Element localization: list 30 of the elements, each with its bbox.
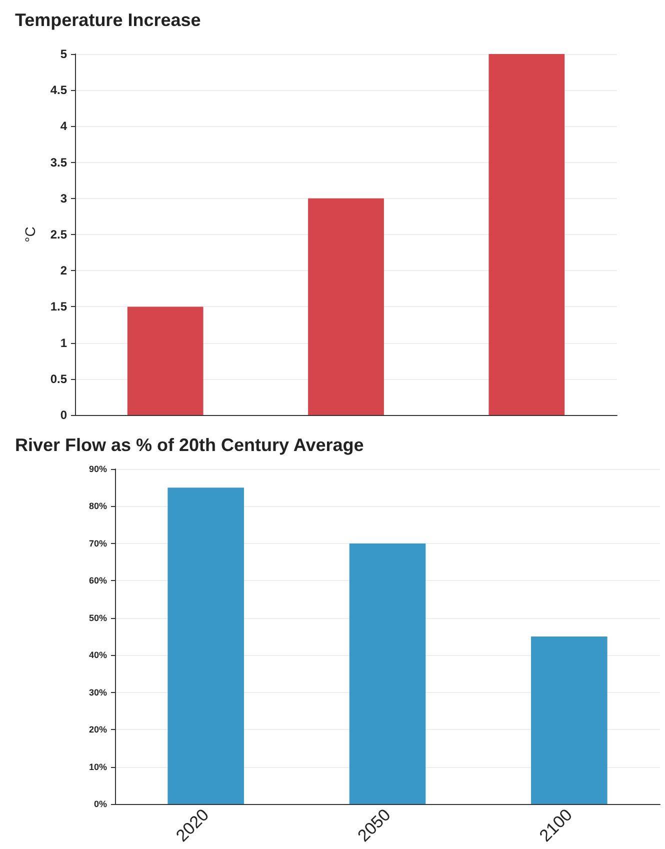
y-tick-label: 80% xyxy=(88,501,107,512)
y-tick-label: 3 xyxy=(60,191,68,206)
y-tick-label: 0 xyxy=(60,408,68,422)
y-tick-label: 1 xyxy=(60,336,68,350)
chart-title: Temperature Increase xyxy=(15,10,201,30)
y-tick-label: 5 xyxy=(60,47,68,61)
chart-title: River Flow as % of 20th Century Average xyxy=(15,435,364,455)
y-tick-label: 20% xyxy=(88,724,107,735)
y-tick-label: 4 xyxy=(60,119,68,134)
bar xyxy=(531,636,608,804)
y-tick-label: 60% xyxy=(88,576,107,586)
y-tick-label: 2.5 xyxy=(50,228,68,242)
y-tick-label: 2 xyxy=(60,264,68,278)
bar xyxy=(168,488,244,804)
y-tick-label: 0% xyxy=(94,799,107,809)
y-tick-label: 10% xyxy=(88,762,107,772)
y-tick-label: 30% xyxy=(88,687,107,698)
y-tick-label: 4.5 xyxy=(50,83,68,98)
y-tick-label: 90% xyxy=(88,464,107,474)
y-tick-label: 3.5 xyxy=(50,155,68,170)
bar xyxy=(349,543,426,804)
y-tick-label: 1.5 xyxy=(50,300,68,314)
y-axis-title: °C xyxy=(22,226,38,242)
bar xyxy=(127,306,204,415)
bar xyxy=(308,198,384,415)
y-tick-label: 0.5 xyxy=(50,372,68,386)
y-tick-label: 40% xyxy=(88,650,107,660)
y-tick-label: 70% xyxy=(88,538,107,548)
bar xyxy=(488,54,565,415)
y-tick-label: 50% xyxy=(88,612,107,623)
